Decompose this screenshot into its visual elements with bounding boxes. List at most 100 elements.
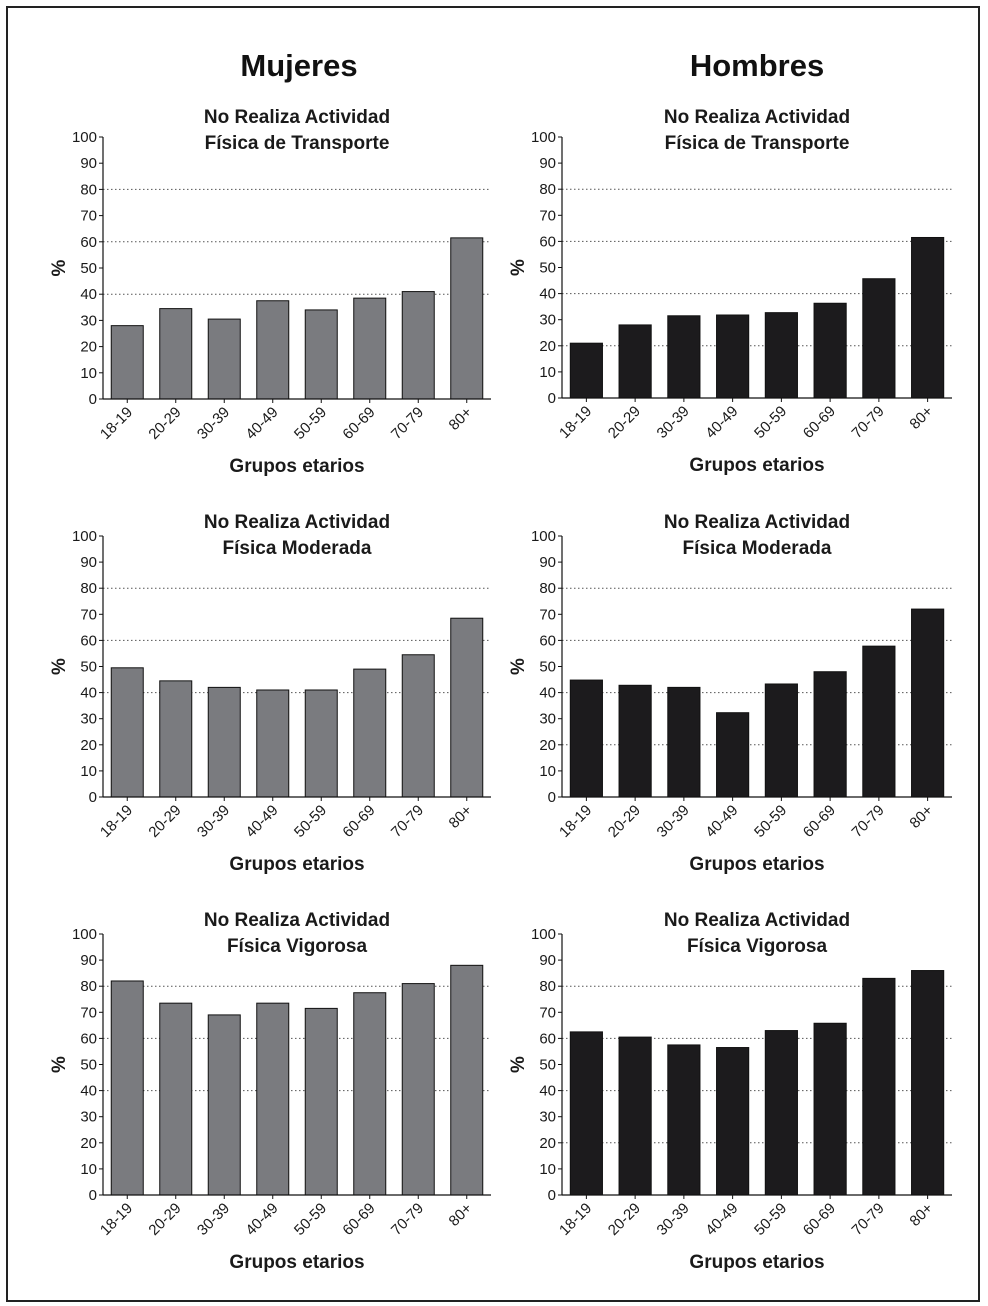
m-vigorosa-xtick-label-60-69: 60-69	[800, 1200, 839, 1239]
w-moderada-title-line-1: No Realiza Actividad	[204, 512, 390, 533]
w-moderada-x-axis-label: Grupos etarios	[229, 854, 364, 875]
w-transporte-ytick-label-50: 50	[80, 260, 97, 277]
w-moderada-xtick-label-30-39: 30-39	[194, 802, 233, 841]
m-moderada-x-axis-label: Grupos etarios	[689, 854, 824, 875]
w-transporte-bar-18-19	[110, 325, 144, 400]
w-vigorosa-ytick-label-80: 80	[80, 978, 97, 995]
m-vigorosa-bar-60-69	[813, 1022, 847, 1196]
m-transporte-bar-50-59	[764, 312, 798, 399]
m-moderada-ytick-label-10: 10	[539, 763, 556, 780]
m-vigorosa-ytick-label-50: 50	[539, 1057, 556, 1074]
w-moderada-xtick-label-70-79: 70-79	[388, 802, 427, 841]
m-vigorosa-ytick-label-30: 30	[539, 1109, 556, 1126]
m-vigorosa-xtick-label-50-59: 50-59	[751, 1200, 790, 1239]
m-moderada-xtick-label-60-69: 60-69	[800, 802, 839, 841]
w-transporte-ytick-label-40: 40	[80, 286, 97, 303]
m-vigorosa-xtick-label-80+: 80+	[906, 1200, 936, 1230]
w-moderada-ytick-label-10: 10	[80, 763, 97, 780]
w-transporte-ytick-label-90: 90	[80, 155, 97, 172]
m-transporte-xtick-label-60-69: 60-69	[800, 403, 839, 442]
w-transporte-xtick-label-18-19: 18-19	[97, 404, 136, 443]
w-vigorosa-xtick-label-20-29: 20-29	[145, 1200, 184, 1239]
m-moderada-bar-18-19	[569, 679, 603, 798]
m-moderada-xtick-label-70-79: 70-79	[849, 802, 888, 841]
w-vigorosa-title-line-1: No Realiza Actividad	[204, 910, 390, 931]
w-vigorosa-xtick-label-18-19: 18-19	[97, 1200, 136, 1239]
m-moderada-xtick-label-80+: 80+	[906, 802, 936, 832]
w-moderada-ytick-label-30: 30	[80, 711, 97, 728]
w-moderada-title-line-2: Física Moderada	[223, 538, 372, 559]
m-moderada-ytick-label-60: 60	[539, 632, 556, 649]
m-transporte-ytick-label-0: 0	[548, 390, 556, 407]
m-moderada-ytick-label-80: 80	[539, 580, 556, 597]
w-vigorosa-ytick-label-60: 60	[80, 1030, 97, 1047]
w-moderada-y-axis-label: %	[49, 658, 70, 675]
w-transporte-bar-50-59	[304, 309, 338, 400]
m-transporte-y-axis-label: %	[508, 259, 529, 276]
m-vigorosa-bar-20-29	[618, 1036, 652, 1196]
m-moderada-ytick-label-100: 100	[531, 528, 556, 545]
w-moderada-ytick-label-60: 60	[80, 632, 97, 649]
m-transporte-bar-40-49	[716, 314, 750, 399]
m-vigorosa-xtick-label-20-29: 20-29	[605, 1200, 644, 1239]
m-transporte-title-line-2: Física de Transporte	[665, 133, 850, 154]
w-transporte-bar-40-49	[256, 300, 290, 400]
m-transporte-ytick-label-100: 100	[531, 129, 556, 146]
m-vigorosa-xtick-label-30-39: 30-39	[654, 1200, 693, 1239]
w-vigorosa-bar-70-79	[401, 983, 435, 1196]
m-vigorosa-ytick-label-60: 60	[539, 1030, 556, 1047]
w-moderada-xtick-label-50-59: 50-59	[291, 802, 330, 841]
w-vigorosa-bar-18-19	[110, 980, 144, 1196]
m-transporte-ytick-label-40: 40	[539, 286, 556, 303]
m-transporte-ytick-label-80: 80	[539, 181, 556, 198]
w-vigorosa-xtick-label-70-79: 70-79	[388, 1200, 427, 1239]
w-transporte-xtick-label-60-69: 60-69	[339, 404, 378, 443]
w-transporte-xtick-label-70-79: 70-79	[388, 404, 427, 443]
w-vigorosa-xtick-label-50-59: 50-59	[291, 1200, 330, 1239]
m-moderada-bar-40-49	[716, 712, 750, 798]
w-vigorosa-bar-60-69	[353, 992, 387, 1196]
w-moderada-xtick-label-80+: 80+	[446, 802, 476, 832]
m-vigorosa-ytick-label-80: 80	[539, 978, 556, 995]
m-transporte-xtick-label-50-59: 50-59	[751, 403, 790, 442]
m-transporte-xtick-label-18-19: 18-19	[556, 403, 595, 442]
w-vigorosa-ytick-label-40: 40	[80, 1083, 97, 1100]
m-vigorosa-bar-50-59	[764, 1030, 798, 1196]
m-transporte-ytick-label-30: 30	[539, 312, 556, 329]
m-vigorosa-ytick-label-90: 90	[539, 952, 556, 969]
m-vigorosa-bar-70-79	[862, 977, 896, 1196]
m-vigorosa-title-line-2: Física Vigorosa	[687, 936, 828, 957]
m-moderada-ytick-label-40: 40	[539, 685, 556, 702]
m-transporte-xtick-label-40-49: 40-49	[702, 403, 741, 442]
w-vigorosa-y-axis-label: %	[49, 1056, 70, 1073]
m-transporte-ytick-label-70: 70	[539, 207, 556, 224]
w-transporte-xtick-label-40-49: 40-49	[242, 404, 281, 443]
w-vigorosa-x-axis-label: Grupos etarios	[229, 1252, 364, 1273]
w-moderada-bar-60-69	[353, 668, 387, 798]
w-vigorosa-ytick-label-10: 10	[80, 1161, 97, 1178]
w-transporte-xtick-label-30-39: 30-39	[194, 404, 233, 443]
w-vigorosa-title-line-2: Física Vigorosa	[227, 936, 368, 957]
m-moderada-xtick-label-40-49: 40-49	[702, 802, 741, 841]
w-vigorosa-xtick-label-40-49: 40-49	[242, 1200, 281, 1239]
w-transporte-ytick-label-30: 30	[80, 312, 97, 329]
w-moderada-bar-80+	[450, 617, 484, 798]
m-vigorosa-xtick-label-40-49: 40-49	[702, 1200, 741, 1239]
w-moderada-xtick-label-20-29: 20-29	[145, 802, 184, 841]
m-vigorosa-bar-30-39	[667, 1044, 701, 1196]
w-vigorosa-ytick-label-50: 50	[80, 1057, 97, 1074]
m-transporte-ytick-label-10: 10	[539, 364, 556, 381]
m-transporte-bar-30-39	[667, 315, 701, 399]
m-transporte-ytick-label-60: 60	[539, 233, 556, 250]
m-transporte-xtick-label-20-29: 20-29	[605, 403, 644, 442]
m-transporte-bar-60-69	[813, 302, 847, 399]
w-transporte-xtick-label-50-59: 50-59	[291, 404, 330, 443]
m-transporte-xtick-label-70-79: 70-79	[849, 403, 888, 442]
w-moderada-ytick-label-70: 70	[80, 606, 97, 623]
w-moderada-ytick-label-40: 40	[80, 685, 97, 702]
m-vigorosa-xtick-label-70-79: 70-79	[849, 1200, 888, 1239]
w-transporte-title-line-2: Física de Transporte	[205, 133, 390, 154]
w-moderada-ytick-label-50: 50	[80, 659, 97, 676]
w-moderada-bar-70-79	[401, 654, 435, 798]
w-transporte-x-axis-label: Grupos etarios	[229, 456, 364, 477]
